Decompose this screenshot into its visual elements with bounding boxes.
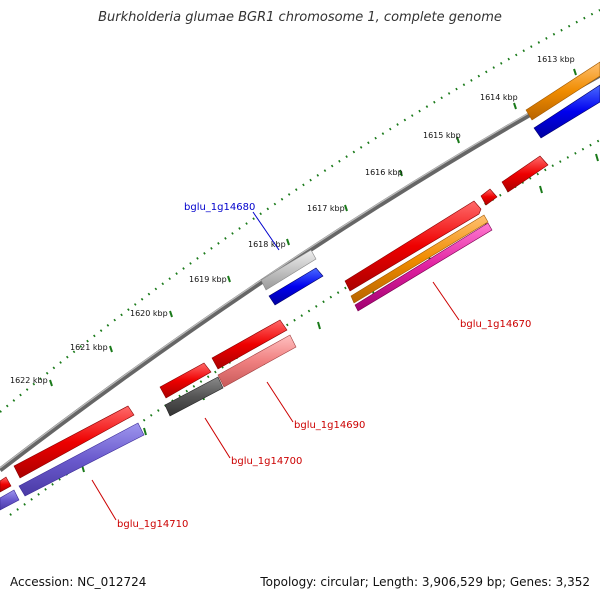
outer-major-ticks (49, 68, 577, 387)
genome-summary-text: Topology: circular; Length: 3,906,529 bp… (260, 575, 590, 589)
leader-line (204, 417, 231, 459)
gene-arrow[interactable] (344, 200, 482, 292)
gene-label[interactable]: bglu_1g14700 (231, 456, 302, 467)
gene-arrow[interactable] (159, 362, 212, 399)
gene-label[interactable]: bglu_1g14680 (184, 202, 255, 213)
kbp-label: 1618 kbp (248, 240, 286, 249)
kbp-label: 1622 kbp (10, 376, 48, 385)
gene-label[interactable]: bglu_1g14710 (117, 519, 188, 530)
accession-text: Accession: NC_012724 (10, 575, 147, 589)
feature-bar[interactable] (533, 84, 600, 139)
feature-bar[interactable] (354, 222, 493, 312)
gene-arrow[interactable] (480, 188, 498, 206)
gene-arrow[interactable] (0, 476, 12, 493)
kbp-label: 1621 kbp (70, 343, 108, 352)
kbp-label: 1614 kbp (480, 93, 518, 102)
feature-bar[interactable] (217, 334, 297, 388)
backbone-arc (0, 72, 600, 472)
leader-line (266, 381, 294, 423)
feature-bar[interactable] (350, 214, 489, 304)
kbp-label: 1617 kbp (307, 204, 345, 213)
kbp-label: 1613 kbp (537, 55, 575, 64)
feature-bar[interactable] (0, 489, 20, 511)
kbp-label: 1615 kbp (423, 131, 461, 140)
leader-line (91, 479, 117, 521)
kbp-label: 1616 kbp (365, 168, 403, 177)
leader-line (252, 211, 280, 251)
feature-bar[interactable] (260, 249, 317, 291)
gene-arrow[interactable] (501, 155, 549, 193)
gene-label[interactable]: bglu_1g14670 (460, 319, 531, 330)
scale-labels: 1613 kbp 1614 kbp 1615 kbp 1616 kbp 1617… (10, 55, 575, 385)
leader-line (432, 281, 460, 321)
feature-bar[interactable] (164, 376, 224, 417)
kbp-label: 1620 kbp (130, 309, 168, 318)
map-title: Burkholderia glumae BGR1 chromosome 1, c… (98, 10, 502, 25)
gene-arrow[interactable] (13, 405, 135, 479)
feature-bar[interactable] (525, 61, 600, 121)
gene-arrow[interactable] (211, 319, 288, 370)
gene-arrow[interactable] (268, 267, 324, 306)
feature-bar[interactable] (18, 422, 145, 497)
gene-label[interactable]: bglu_1g14690 (294, 420, 365, 431)
kbp-label: 1619 kbp (189, 275, 227, 284)
